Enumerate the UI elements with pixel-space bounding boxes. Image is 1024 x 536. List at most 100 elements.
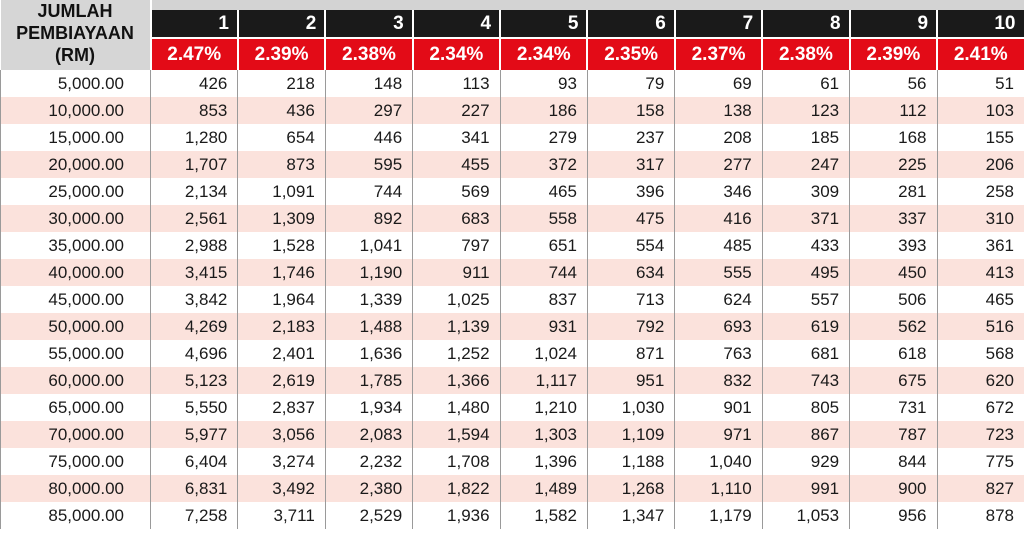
monthly-installment-cell: 900 <box>849 475 938 502</box>
monthly-installment-cell: 1,252 <box>412 340 501 367</box>
monthly-installment-cell: 1,528 <box>237 232 326 259</box>
financing-amount-cell: 70,000.00 <box>0 421 151 448</box>
monthly-installment-cell: 971 <box>674 421 763 448</box>
financing-amount-cell: 80,000.00 <box>0 475 151 502</box>
monthly-installment-cell: 426 <box>149 70 239 97</box>
monthly-installment-cell: 465 <box>936 286 1024 313</box>
table-row: 55,000.00 4,696 2,401 1,636 1,252 1,024 871 763… <box>0 340 1024 367</box>
table-row: 50,000.00 4,269 2,183 1,488 1,139 931 792 693 61… <box>0 313 1024 340</box>
monthly-installment-cell: 2,083 <box>324 421 414 448</box>
monthly-installment-cell: 554 <box>586 232 676 259</box>
monthly-installment-cell: 901 <box>674 394 763 421</box>
year-header: 1 <box>150 10 239 38</box>
monthly-installment-cell: 991 <box>761 475 851 502</box>
monthly-installment-cell: 1,822 <box>412 475 501 502</box>
monthly-installment-cell: 805 <box>761 394 851 421</box>
monthly-installment-cell: 1,117 <box>499 367 588 394</box>
monthly-installment-cell: 1,936 <box>412 502 501 529</box>
monthly-installment-cell: 675 <box>849 367 938 394</box>
monthly-installment-cell: 723 <box>936 421 1024 448</box>
monthly-installment-cell: 797 <box>412 232 501 259</box>
table-row: 40,000.00 3,415 1,746 1,190 911 744 634 555 495 4… <box>0 259 1024 286</box>
monthly-installment-cell: 93 <box>499 70 588 97</box>
monthly-installment-cell: 79 <box>586 70 676 97</box>
monthly-installment-cell: 2,183 <box>237 313 326 340</box>
monthly-installment-cell: 361 <box>936 232 1024 259</box>
monthly-installment-cell: 51 <box>936 70 1024 97</box>
monthly-installment-cell: 1,480 <box>412 394 501 421</box>
monthly-installment-cell: 346 <box>674 178 763 205</box>
monthly-installment-cell: 956 <box>849 502 938 529</box>
financing-amount-cell: 50,000.00 <box>0 313 151 340</box>
monthly-installment-cell: 3,274 <box>237 448 326 475</box>
monthly-installment-cell: 1,025 <box>412 286 501 313</box>
monthly-installment-cell: 446 <box>324 124 414 151</box>
monthly-installment-cell: 892 <box>324 205 414 232</box>
monthly-installment-cell: 103 <box>936 97 1024 124</box>
monthly-installment-cell: 1,708 <box>412 448 501 475</box>
table-row: 85,000.00 7,258 3,711 2,529 1,936 1,582 1,347 1… <box>0 502 1024 529</box>
monthly-installment-cell: 1,190 <box>324 259 414 286</box>
monthly-installment-cell: 867 <box>761 421 851 448</box>
monthly-installment-cell: 3,056 <box>237 421 326 448</box>
monthly-installment-cell: 1,489 <box>499 475 588 502</box>
header-label-line: (RM) <box>55 45 95 65</box>
monthly-installment-cell: 475 <box>586 205 676 232</box>
rate-header: 2.38% <box>762 37 851 70</box>
monthly-installment-cell: 1,707 <box>149 151 239 178</box>
rate-header: 2.34% <box>412 37 502 70</box>
monthly-installment-cell: 258 <box>936 178 1024 205</box>
monthly-installment-cell: 337 <box>849 205 938 232</box>
monthly-installment-cell: 61 <box>761 70 851 97</box>
header-label-line: PEMBIAYAAN <box>16 23 134 43</box>
monthly-installment-cell: 595 <box>324 151 414 178</box>
financing-amount-cell: 85,000.00 <box>0 502 151 529</box>
monthly-installment-cell: 1,347 <box>586 502 676 529</box>
monthly-installment-cell: 450 <box>849 259 938 286</box>
monthly-installment-cell: 277 <box>674 151 763 178</box>
monthly-installment-cell: 225 <box>849 151 938 178</box>
monthly-installment-cell: 416 <box>674 205 763 232</box>
monthly-installment-cell: 568 <box>936 340 1024 367</box>
monthly-installment-cell: 69 <box>674 70 763 97</box>
monthly-installment-cell: 516 <box>936 313 1024 340</box>
monthly-installment-cell: 1,396 <box>499 448 588 475</box>
year-header: 7 <box>674 10 764 38</box>
monthly-installment-cell: 1,594 <box>412 421 501 448</box>
rate-header: 2.38% <box>325 37 414 70</box>
monthly-installment-cell: 792 <box>586 313 676 340</box>
monthly-installment-cell: 237 <box>586 124 676 151</box>
header-top-strip: JUMLAH PEMBIAYAAN (RM) <box>0 0 1024 70</box>
monthly-installment-cell: 743 <box>761 367 851 394</box>
monthly-installment-cell: 1,188 <box>586 448 676 475</box>
monthly-installment-cell: 6,831 <box>149 475 239 502</box>
monthly-installment-cell: 1,366 <box>412 367 501 394</box>
monthly-installment-cell: 372 <box>499 151 588 178</box>
monthly-installment-cell: 634 <box>586 259 676 286</box>
monthly-installment-cell: 123 <box>761 97 851 124</box>
table-row: 25,000.00 2,134 1,091 744 569 465 396 346 309 281… <box>0 178 1024 205</box>
monthly-installment-cell: 2,232 <box>324 448 414 475</box>
monthly-installment-cell: 1,053 <box>761 502 851 529</box>
financing-amount-cell: 5,000.00 <box>0 70 151 97</box>
monthly-installment-cell: 931 <box>499 313 588 340</box>
monthly-installment-cell: 186 <box>499 97 588 124</box>
tenure-header-strip <box>150 0 1024 10</box>
monthly-installment-cell: 557 <box>761 286 851 313</box>
monthly-installment-cell: 1,746 <box>237 259 326 286</box>
monthly-installment-cell: 1,309 <box>237 205 326 232</box>
monthly-installment-cell: 138 <box>674 97 763 124</box>
financing-amount-cell: 20,000.00 <box>0 151 151 178</box>
monthly-installment-cell: 837 <box>499 286 588 313</box>
monthly-installment-cell: 393 <box>849 232 938 259</box>
monthly-installment-cell: 827 <box>936 475 1024 502</box>
monthly-installment-cell: 832 <box>674 367 763 394</box>
monthly-installment-cell: 1,488 <box>324 313 414 340</box>
table-row: 10,000.00 853 436 297 227 186 158 138 123 112 103 <box>0 97 1024 124</box>
monthly-installment-cell: 4,696 <box>149 340 239 367</box>
rate-header-row: 2.47% 2.39% 2.38% 2.34% 2.34% 2.35% 2.37… <box>1 37 1024 70</box>
monthly-installment-cell: 1,139 <box>412 313 501 340</box>
rate-header: 2.35% <box>587 37 676 70</box>
